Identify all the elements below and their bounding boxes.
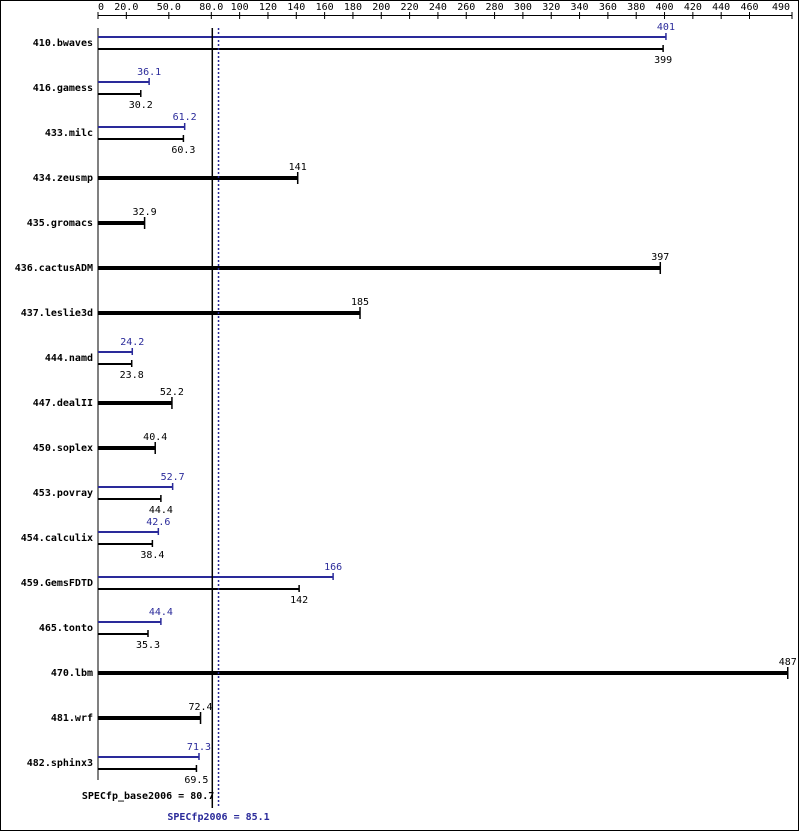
x-tick-label: 300 — [514, 2, 532, 13]
x-tick-label: 240 — [429, 2, 447, 13]
category-label: 435.gromacs — [27, 218, 93, 229]
x-tick-label: 360 — [599, 2, 617, 13]
x-tick-label: 320 — [542, 2, 560, 13]
bar — [98, 138, 184, 140]
category-label: 465.tonto — [39, 623, 93, 634]
x-tick-label: 20.0 — [114, 2, 138, 13]
value-label: 185 — [351, 297, 369, 308]
x-tick-label: 440 — [712, 2, 730, 13]
value-label: 44.4 — [149, 607, 173, 618]
x-tick-label: 340 — [571, 2, 589, 13]
category-label: 434.zeusmp — [33, 173, 93, 184]
value-label: 24.2 — [120, 337, 144, 348]
bar — [98, 176, 298, 180]
x-tick-label: 220 — [401, 2, 419, 13]
base-label: SPECfp_base2006 = 80.7 — [82, 791, 214, 802]
peak-label: SPECfp2006 = 85.1 — [167, 812, 269, 823]
bar — [98, 311, 361, 315]
bar — [98, 498, 161, 500]
x-tick-label: 400 — [655, 2, 673, 13]
bar — [98, 126, 185, 128]
bar — [98, 266, 661, 270]
bar — [98, 716, 201, 720]
value-label: 35.3 — [136, 640, 160, 651]
x-tick-label: 180 — [344, 2, 362, 13]
value-label: 60.3 — [171, 145, 195, 156]
value-label: 38.4 — [140, 550, 164, 561]
bar — [98, 543, 153, 545]
value-label: 52.7 — [161, 472, 185, 483]
x-tick-label: 80.0 — [199, 2, 223, 13]
x-tick-label: 460 — [740, 2, 758, 13]
x-tick-label: 420 — [684, 2, 702, 13]
x-tick-label: 200 — [372, 2, 390, 13]
value-label: 32.9 — [133, 207, 157, 218]
value-label: 71.3 — [187, 742, 211, 753]
category-label: 444.namd — [45, 353, 93, 364]
x-tick-label: 0 — [98, 2, 104, 13]
x-tick-label: 260 — [457, 2, 475, 13]
bar — [98, 671, 788, 675]
value-label: 30.2 — [129, 100, 153, 111]
value-label: 399 — [654, 55, 672, 66]
bar — [98, 363, 132, 365]
x-tick-label: 280 — [486, 2, 504, 13]
category-label: 453.povray — [33, 488, 93, 499]
bar — [98, 756, 199, 758]
category-label: 447.dealII — [33, 398, 93, 409]
value-label: 69.5 — [184, 775, 208, 786]
category-label: 436.cactusADM — [15, 263, 93, 274]
x-tick-label: 120 — [259, 2, 277, 13]
category-label: 470.lbm — [51, 668, 93, 679]
category-label: 459.GemsFDTD — [21, 578, 93, 589]
x-tick-label: 160 — [316, 2, 334, 13]
bar — [98, 36, 666, 38]
value-label: 141 — [289, 162, 307, 173]
value-label: 52.2 — [160, 387, 184, 398]
value-label: 44.4 — [149, 505, 173, 516]
category-label: 410.bwaves — [33, 38, 93, 49]
category-label: 482.sphinx3 — [27, 757, 93, 769]
value-label: 36.1 — [137, 67, 161, 78]
bar — [98, 221, 145, 225]
bar — [98, 446, 156, 450]
bar — [98, 93, 141, 95]
bar — [98, 486, 173, 488]
value-label: 42.6 — [146, 517, 170, 528]
value-label: 72.4 — [188, 702, 212, 713]
category-label: 433.milc — [45, 127, 93, 139]
category-label: 437.leslie3d — [21, 307, 93, 319]
bar — [98, 588, 300, 590]
bar — [98, 351, 133, 353]
bar — [98, 576, 334, 578]
bar — [98, 633, 148, 635]
x-tick-label: 380 — [627, 2, 645, 13]
value-label: 401 — [657, 22, 675, 33]
value-label: 397 — [651, 252, 669, 263]
category-label: 454.calculix — [21, 532, 93, 544]
bar — [98, 81, 150, 83]
x-tick-label: 490 — [772, 2, 790, 13]
bar — [98, 531, 159, 533]
category-label: 416.gamess — [33, 83, 93, 94]
bar — [98, 768, 197, 770]
value-label: 61.2 — [173, 112, 197, 123]
bar — [98, 621, 161, 623]
category-label: 450.soplex — [33, 443, 93, 454]
x-tick-label: 100 — [231, 2, 249, 13]
category-label: 481.wrf — [51, 713, 93, 724]
bar — [98, 401, 172, 405]
value-label: 23.8 — [120, 370, 144, 381]
x-tick-label: 50.0 — [157, 2, 181, 13]
bar — [98, 48, 664, 50]
value-label: 142 — [290, 595, 308, 606]
value-label: 40.4 — [143, 432, 167, 443]
x-tick-label: 140 — [287, 2, 305, 13]
value-label: 166 — [324, 562, 342, 573]
value-label: 487 — [779, 657, 797, 668]
